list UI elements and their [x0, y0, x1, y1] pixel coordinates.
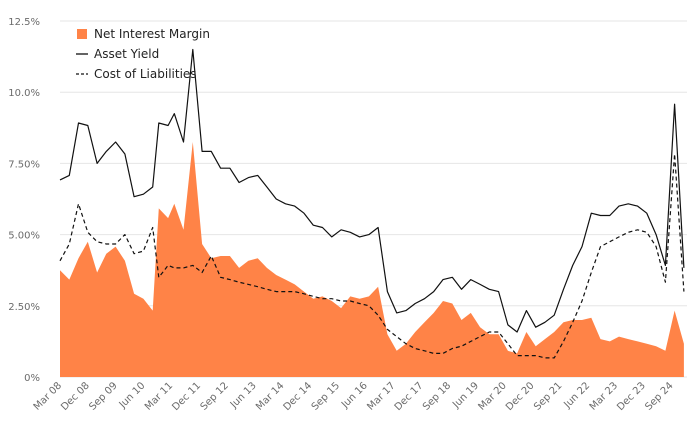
x-tick-label: Jun 16: [339, 380, 370, 411]
x-tick-label: Dec 08: [59, 380, 92, 413]
x-tick-label: Mar 17: [365, 380, 397, 412]
line-layer: [59, 48, 685, 359]
y-tick-label: 0%: [24, 373, 40, 384]
legend-label-asset-yield: Asset Yield: [94, 47, 159, 61]
x-tick-label: Mar 11: [143, 380, 175, 412]
x-tick-label: Jun 13: [228, 380, 259, 411]
x-tick-label: Dec 14: [282, 380, 315, 413]
y-tick-label: 12.5%: [8, 17, 40, 28]
legend: Net Interest Margin Asset Yield Cost of …: [76, 27, 210, 81]
series-line-cost-of-liabilities: [59, 153, 685, 359]
x-tick-label: Dec 20: [504, 380, 537, 413]
area-layer: [60, 142, 684, 377]
x-tick-label: Sep 15: [310, 380, 342, 412]
x-tick-label: Sep 18: [421, 380, 453, 412]
x-tick-label: Mar 08: [32, 380, 64, 412]
y-axis-tick-labels: 0% 2.50% 5.00% 7.50% 10.0% 12.5%: [8, 17, 40, 384]
legend-swatch-net-interest-margin: [77, 29, 87, 39]
x-tick-label: Mar 20: [477, 380, 509, 412]
y-tick-label: 10.0%: [8, 88, 40, 99]
legend-label-cost-of-liabilities: Cost of Liabilities: [94, 67, 197, 81]
x-tick-label: Jun 10: [117, 380, 148, 411]
x-tick-label: Sep 09: [87, 380, 119, 412]
x-tick-label: Jun 22: [562, 380, 593, 411]
x-tick-label: Sep 12: [199, 380, 231, 412]
x-tick-label: Dec 17: [393, 380, 426, 413]
x-tick-label: Sep 24: [643, 380, 675, 412]
x-tick-label: Dec 11: [170, 380, 203, 413]
x-tick-label: Sep 21: [532, 380, 564, 412]
y-tick-label: 7.50%: [8, 159, 40, 170]
y-tick-label: 2.50%: [8, 302, 40, 313]
y-tick-label: 5.00%: [8, 231, 40, 242]
x-tick-label: Mar 14: [254, 380, 286, 412]
x-tick-label: Dec 23: [615, 380, 648, 413]
series-area-net-interest-margin: [60, 142, 684, 377]
series-line-asset-yield: [59, 48, 685, 333]
legend-label-net-interest-margin: Net Interest Margin: [94, 27, 210, 41]
x-tick-label: Mar 23: [588, 380, 620, 412]
x-tick-label: Jun 19: [450, 380, 481, 411]
